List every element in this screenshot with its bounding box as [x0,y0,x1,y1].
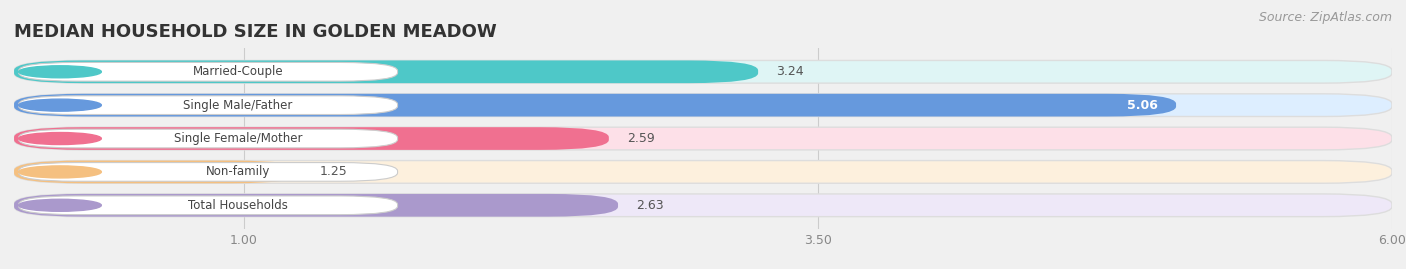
Text: 1.25: 1.25 [319,165,347,178]
Text: MEDIAN HOUSEHOLD SIZE IN GOLDEN MEADOW: MEDIAN HOUSEHOLD SIZE IN GOLDEN MEADOW [14,23,496,41]
Text: 2.59: 2.59 [627,132,655,145]
FancyBboxPatch shape [18,129,398,148]
Text: Total Households: Total Households [188,199,288,212]
FancyBboxPatch shape [14,127,1392,150]
Text: 3.24: 3.24 [776,65,804,78]
Text: Non-family: Non-family [205,165,270,178]
Text: Single Female/Mother: Single Female/Mother [174,132,302,145]
Text: 5.06: 5.06 [1126,99,1157,112]
FancyBboxPatch shape [14,94,1392,116]
FancyBboxPatch shape [14,61,758,83]
FancyBboxPatch shape [14,194,619,217]
Circle shape [18,66,101,78]
Circle shape [18,133,101,144]
Circle shape [18,99,101,111]
FancyBboxPatch shape [18,96,398,115]
FancyBboxPatch shape [14,161,1392,183]
Text: 2.63: 2.63 [637,199,664,212]
FancyBboxPatch shape [18,162,398,181]
FancyBboxPatch shape [14,127,609,150]
Circle shape [18,166,101,178]
Circle shape [18,199,101,211]
FancyBboxPatch shape [14,61,1392,83]
FancyBboxPatch shape [14,194,1392,217]
FancyBboxPatch shape [18,62,398,81]
FancyBboxPatch shape [14,161,301,183]
FancyBboxPatch shape [14,94,1175,116]
Text: Single Male/Father: Single Male/Father [183,99,292,112]
FancyBboxPatch shape [18,196,398,215]
Text: Married-Couple: Married-Couple [193,65,283,78]
Text: Source: ZipAtlas.com: Source: ZipAtlas.com [1258,11,1392,24]
